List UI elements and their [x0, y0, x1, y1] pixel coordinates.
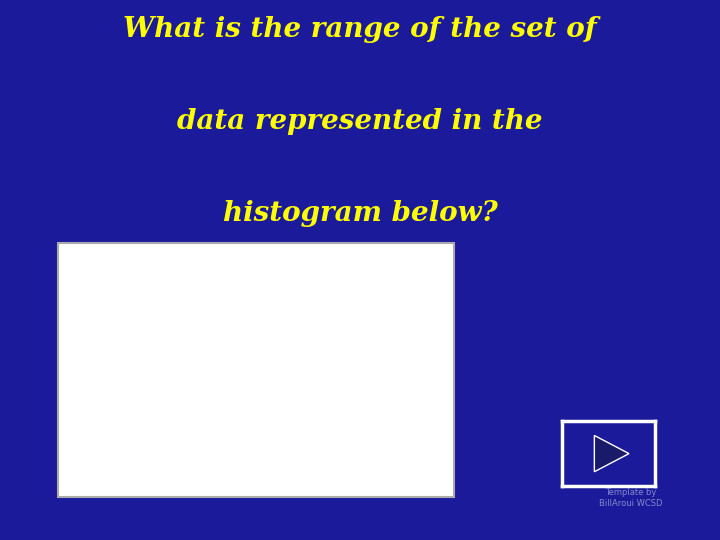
- X-axis label: Data Bin Ranges: Data Bin Ranges: [212, 469, 328, 482]
- Bar: [307, 343, 361, 448]
- Bar: [243, 291, 297, 448]
- Y-axis label: Frequency: Frequency: [73, 327, 84, 386]
- Bar: [370, 396, 424, 448]
- Text: data represented in the: data represented in the: [177, 108, 543, 135]
- Polygon shape: [595, 435, 629, 472]
- Text: What is the range of the set of: What is the range of the set of: [123, 16, 597, 43]
- Text: histogram below?: histogram below?: [222, 200, 498, 227]
- Bar: [179, 369, 233, 448]
- Bar: [116, 422, 170, 448]
- Text: Template by
BillAroui WCSD: Template by BillAroui WCSD: [599, 488, 662, 508]
